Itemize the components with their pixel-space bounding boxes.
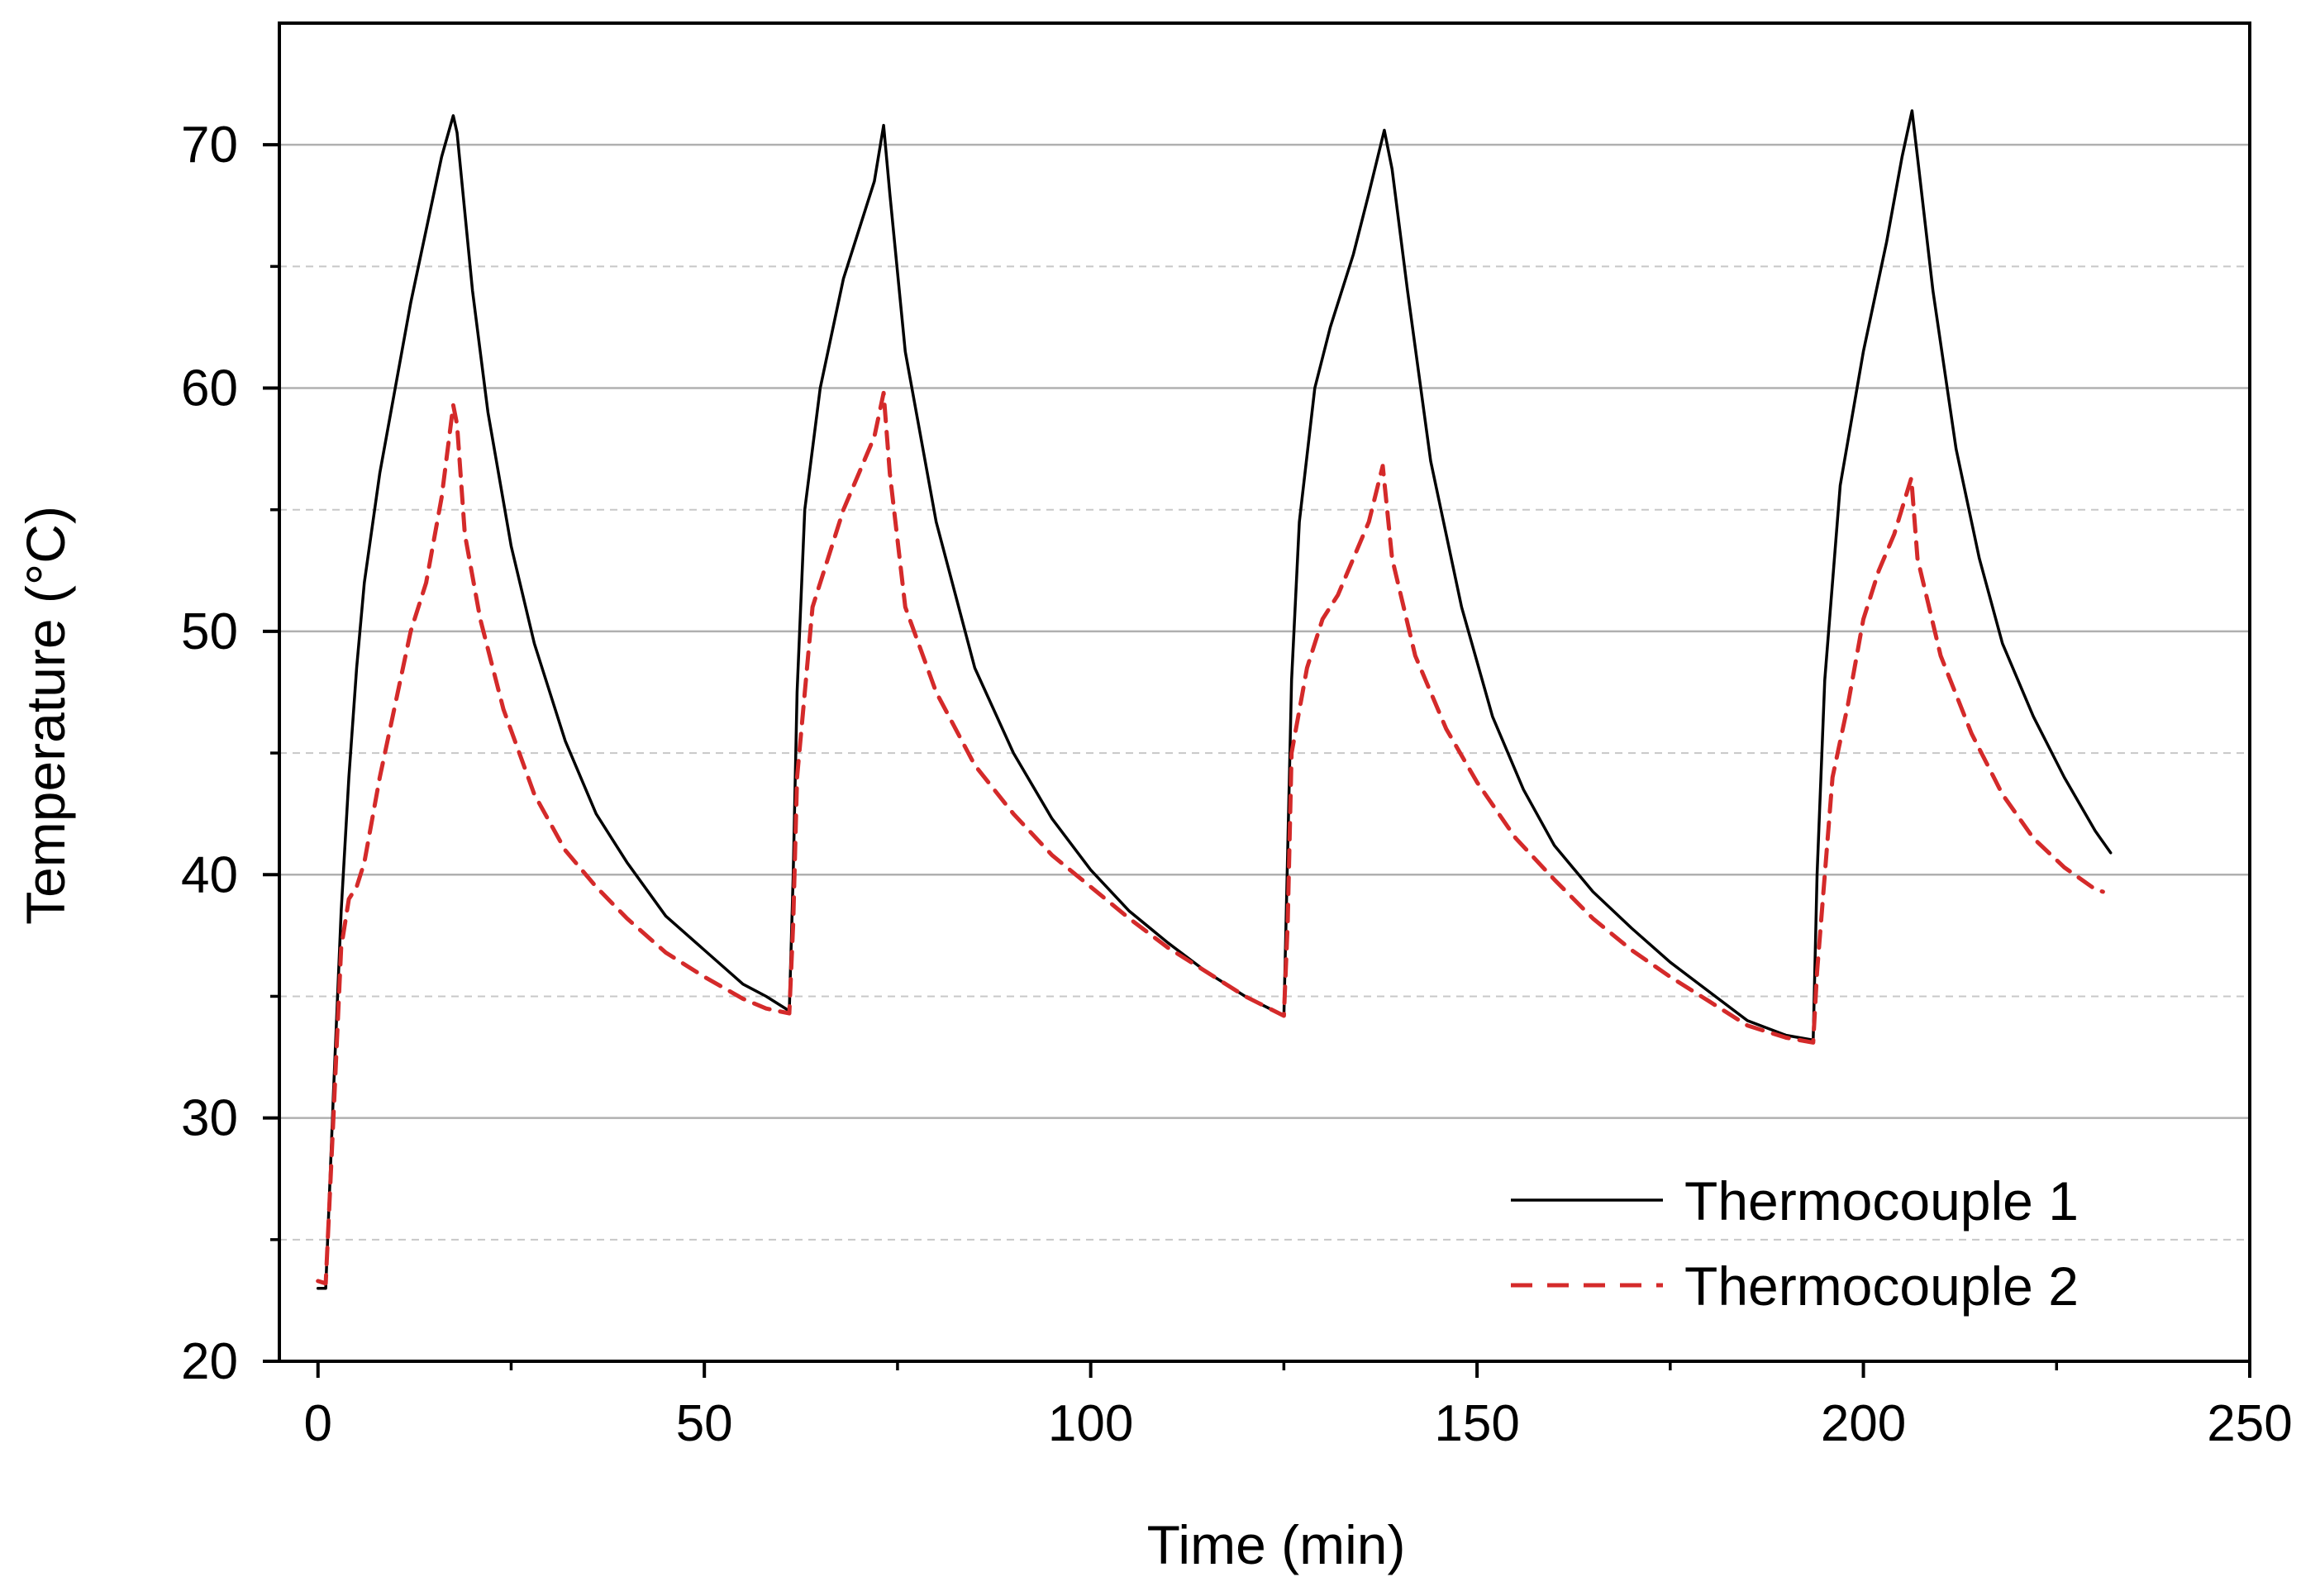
axis-ticks bbox=[263, 143, 2251, 1378]
y-tick-label: 30 bbox=[181, 1090, 238, 1147]
legend-label-thermocouple-2: Thermocouple 2 bbox=[1684, 1255, 2079, 1317]
x-tick-label: 100 bbox=[1048, 1395, 1133, 1452]
series-line-thermocouple-1 bbox=[316, 109, 2113, 1290]
tick-labels: 0 50 100 150 200 250 20 30 40 50 60 70 bbox=[181, 117, 2293, 1452]
y-tick-label: 70 bbox=[181, 117, 238, 174]
legend: Thermocouple 1 Thermocouple 2 bbox=[1511, 1170, 2079, 1317]
y-tick-label: 20 bbox=[181, 1333, 238, 1390]
x-axis-title: Time (min) bbox=[1147, 1514, 1406, 1575]
x-tick-label: 200 bbox=[1821, 1395, 1906, 1452]
legend-label-thermocouple-1: Thermocouple 1 bbox=[1684, 1170, 2079, 1232]
x-tick-label: 50 bbox=[676, 1395, 733, 1452]
plot-frame bbox=[278, 21, 2251, 1363]
series-lines bbox=[316, 109, 2113, 1290]
x-tick-label: 0 bbox=[304, 1395, 332, 1452]
y-tick-label: 60 bbox=[181, 360, 238, 417]
grid-lines bbox=[279, 143, 2250, 1241]
y-tick-label: 40 bbox=[181, 846, 238, 903]
x-tick-label: 250 bbox=[2207, 1395, 2292, 1452]
y-tick-label: 50 bbox=[181, 603, 238, 660]
x-tick-label: 150 bbox=[1434, 1395, 1519, 1452]
y-axis-title: Temperature (°C) bbox=[15, 506, 76, 925]
